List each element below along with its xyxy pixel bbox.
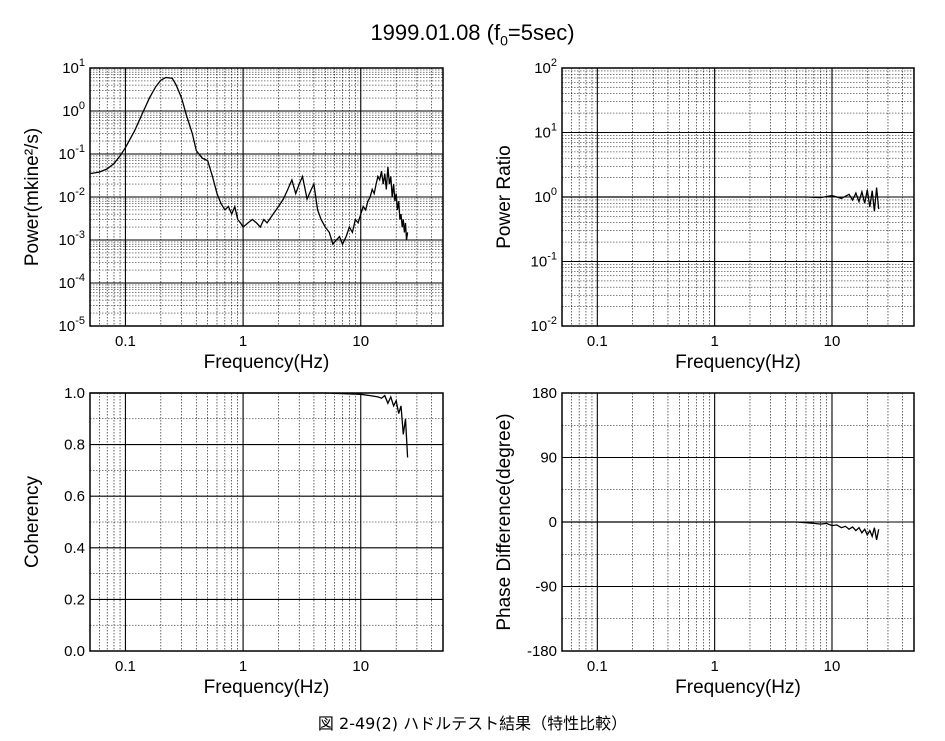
series-line [89,76,409,246]
y-tick-label: 0.6 [64,488,85,505]
x-tick-label: 1 [239,333,247,350]
y-tick-label: 90 [540,450,557,467]
x-tick-label: 1 [239,658,247,675]
title-text: 1999.01.08 (f [370,20,501,45]
x-tick-label: 0.1 [587,658,608,675]
series-line [562,187,880,212]
y-tick-label: 10-1 [59,143,85,163]
main-title: 1999.01.08 (f0=5sec) [0,20,945,48]
y-axis-label: Power(mkine²/s) [22,128,43,266]
chart-panel-4: 0.1 1 10 -180 -90 0 90 180 Frequency(Hz) Phase Di… [494,385,915,698]
y-tick-label: -90 [535,579,557,596]
x-tick-label: 0.1 [115,658,136,675]
series-line [562,521,880,541]
x-axis-label: Frequency(Hz) [204,352,330,373]
y-tick-label: 101 [534,122,557,142]
y-tick-label: -180 [527,643,557,660]
y-axis-label: Coherency [22,476,43,568]
y-tick-label: 10-3 [59,229,85,249]
y-tick-label: 10-5 [59,315,85,335]
figure-caption: 図 2-49(2) ハドルテスト結果（特性比較） [317,714,628,733]
chart-panel-1: 0.1 1 10 10-5 10-4 10-3 10-2 10-1 100 101 Frequenc… [22,57,444,373]
y-tick-label: 10-2 [59,186,85,206]
y-tick-label: 10-2 [531,315,557,335]
x-axis-label: Frequency(Hz) [204,677,330,698]
y-axis-label: Power Ratio [494,145,515,249]
x-tick-label: 0.1 [587,333,608,350]
chart-panel-2: 0.1 1 10 10-2 10-1 100 101 102 Frequency(Hz) Powe… [494,57,915,373]
y-tick-label: 0.0 [64,643,85,660]
y-tick-label: 100 [534,186,557,206]
x-tick-label: 10 [352,658,369,675]
y-tick-label: 0.4 [64,540,85,557]
title-subscript: 0 [500,32,508,49]
x-tick-label: 10 [824,333,841,350]
chart-panel-3: 0.1 1 10 0.0 0.2 0.4 0.6 0.8 1.0 Frequency(Hz) Coh… [22,385,444,698]
y-tick-label: 180 [532,385,557,402]
y-tick-label: 100 [62,100,85,120]
x-axis-label: Frequency(Hz) [675,352,801,373]
y-tick-label: 0 [549,514,557,531]
y-tick-label: 0.8 [64,437,85,454]
y-tick-label: 10-4 [59,272,85,292]
x-tick-label: 10 [352,333,369,350]
x-tick-label: 1 [710,333,718,350]
x-tick-label: 0.1 [115,333,136,350]
title-text-rest: =5sec) [507,20,575,45]
series-line [90,392,409,458]
x-tick-label: 1 [710,658,718,675]
y-tick-label: 101 [62,57,85,77]
y-tick-label: 10-1 [531,251,557,271]
x-tick-label: 10 [824,658,841,675]
y-tick-label: 0.2 [64,591,85,608]
y-axis-label: Phase Difference(degree) [494,413,515,630]
x-axis-label: Frequency(Hz) [675,677,801,698]
y-tick-label: 1.0 [64,385,85,402]
y-tick-label: 102 [534,57,557,77]
plot-frame [89,67,444,327]
